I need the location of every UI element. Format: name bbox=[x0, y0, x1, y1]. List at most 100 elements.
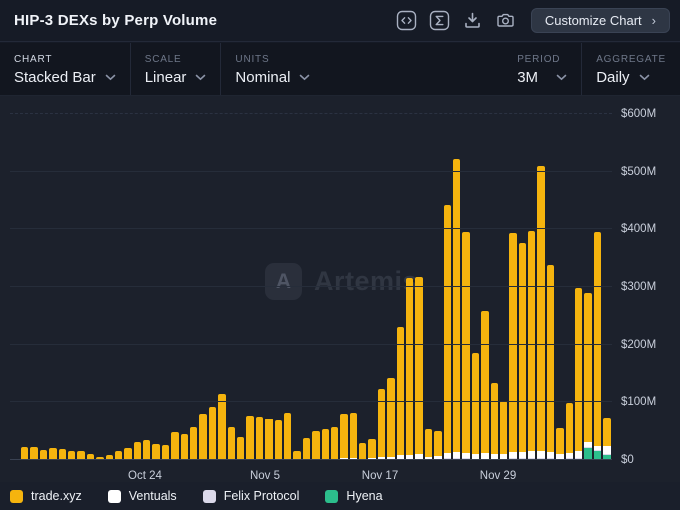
bar-oct-16[interactable] bbox=[67, 450, 76, 460]
bar-nov-21[interactable] bbox=[406, 278, 414, 460]
bar-dec-5[interactable] bbox=[537, 165, 545, 460]
bar-oct-17[interactable] bbox=[77, 451, 85, 460]
customize-chart-button[interactable]: Customize Chart › bbox=[530, 8, 670, 33]
legend-item-trade-xyz[interactable]: trade.xyz bbox=[10, 489, 82, 503]
bar-oct-15[interactable] bbox=[58, 449, 66, 460]
legend-label: Hyena bbox=[346, 489, 383, 503]
bar-oct-22[interactable] bbox=[124, 447, 132, 460]
bar-nov-8[interactable] bbox=[283, 412, 292, 460]
screenshot-button[interactable] bbox=[495, 10, 517, 32]
bar-oct-24[interactable] bbox=[143, 440, 151, 460]
bar-nov-23[interactable] bbox=[424, 428, 433, 460]
bar-segment-ventuals bbox=[387, 456, 395, 460]
bar-segment-ventuals bbox=[518, 451, 527, 459]
scale-label: SCALE bbox=[144, 54, 182, 65]
period-dropdown[interactable]: PERIOD 3M bbox=[503, 43, 581, 95]
chart-type-label: CHART bbox=[14, 54, 53, 65]
code-icon bbox=[396, 10, 417, 31]
bar-oct-13[interactable] bbox=[39, 450, 48, 460]
bar-nov-13[interactable] bbox=[330, 427, 339, 460]
bar-nov-16[interactable] bbox=[359, 442, 367, 460]
bar-oct-23[interactable] bbox=[133, 442, 142, 460]
period-label: PERIOD bbox=[517, 54, 561, 65]
bar-dec-2[interactable] bbox=[509, 232, 517, 460]
bar-nov-11[interactable] bbox=[312, 431, 320, 460]
bar-oct-14[interactable] bbox=[49, 448, 57, 460]
bar-oct-11[interactable] bbox=[21, 447, 29, 460]
legend-item-felix-protocol[interactable]: Felix Protocol bbox=[202, 489, 299, 503]
bar-segment-ventuals bbox=[556, 453, 564, 459]
bar-dec-9[interactable] bbox=[575, 287, 583, 460]
bar-oct-12[interactable] bbox=[30, 446, 38, 460]
bar-nov-28[interactable] bbox=[471, 352, 480, 460]
formula-button[interactable] bbox=[429, 10, 451, 32]
bar-segment-trade-xyz bbox=[312, 431, 320, 459]
bar-segment-trade-xyz bbox=[133, 442, 142, 460]
bar-segment-trade-xyz bbox=[143, 440, 151, 460]
bar-oct-26[interactable] bbox=[161, 445, 170, 460]
legend-item-hyena[interactable]: Hyena bbox=[325, 489, 383, 503]
bar-dec-8[interactable] bbox=[565, 402, 574, 460]
bar-oct-30[interactable] bbox=[199, 414, 207, 460]
bar-nov-25[interactable] bbox=[443, 205, 451, 460]
bar-dec-7[interactable] bbox=[556, 427, 564, 460]
bar-segment-trade-xyz bbox=[180, 434, 189, 460]
bar-segment-ventuals bbox=[537, 450, 545, 459]
bar-nov-29[interactable] bbox=[481, 310, 489, 460]
bar-nov-6[interactable] bbox=[265, 418, 273, 460]
controls-spacer bbox=[324, 43, 503, 95]
bar-nov-17[interactable] bbox=[368, 438, 376, 460]
bar-dec-10[interactable] bbox=[584, 293, 592, 460]
bar-segment-trade-xyz bbox=[302, 438, 311, 459]
bar-dec-11[interactable] bbox=[593, 232, 602, 460]
bar-oct-27[interactable] bbox=[171, 432, 179, 460]
bar-oct-21[interactable] bbox=[114, 450, 123, 460]
bar-oct-28[interactable] bbox=[180, 434, 189, 460]
bar-oct-19[interactable] bbox=[96, 457, 104, 460]
download-button[interactable] bbox=[462, 10, 484, 32]
plot-area bbox=[10, 113, 616, 460]
bar-segment-trade-xyz bbox=[321, 428, 329, 459]
y-tick-label: $0 bbox=[621, 454, 634, 466]
units-dropdown[interactable]: UNITS Nominal bbox=[221, 43, 324, 95]
bar-nov-26[interactable] bbox=[452, 159, 461, 460]
legend-label: Ventuals bbox=[128, 489, 177, 503]
bar-nov-14[interactable] bbox=[340, 414, 348, 460]
bar-oct-25[interactable] bbox=[152, 443, 160, 460]
bar-nov-20[interactable] bbox=[396, 327, 405, 460]
bar-nov-15[interactable] bbox=[349, 412, 358, 460]
bar-nov-24[interactable] bbox=[434, 430, 442, 460]
chart-type-dropdown[interactable]: CHART Stacked Bar bbox=[0, 43, 130, 95]
bar-nov-7[interactable] bbox=[274, 419, 282, 460]
bar-nov-27[interactable] bbox=[462, 231, 470, 460]
bar-oct-20[interactable] bbox=[105, 455, 113, 460]
bar-dec-6[interactable] bbox=[546, 265, 555, 460]
bar-dec-12[interactable] bbox=[603, 417, 611, 460]
bar-nov-12[interactable] bbox=[321, 428, 329, 460]
bar-nov-22[interactable] bbox=[415, 276, 423, 460]
bar-nov-1[interactable] bbox=[218, 394, 226, 460]
y-tick-label: $300M bbox=[621, 281, 657, 293]
bar-nov-19[interactable] bbox=[387, 377, 395, 460]
bar-oct-31[interactable] bbox=[208, 406, 217, 460]
bar-nov-10[interactable] bbox=[302, 438, 311, 460]
bar-nov-4[interactable] bbox=[246, 416, 254, 460]
embed-code-button[interactable] bbox=[396, 10, 418, 32]
bar-segment-ventuals bbox=[462, 452, 470, 459]
bar-nov-5[interactable] bbox=[255, 417, 264, 460]
bar-dec-1[interactable] bbox=[499, 401, 508, 460]
bar-nov-30[interactable] bbox=[490, 383, 498, 460]
bar-oct-18[interactable] bbox=[86, 454, 95, 460]
bar-oct-29[interactable] bbox=[190, 426, 198, 460]
chevron-down-icon bbox=[195, 68, 206, 86]
legend-item-ventuals[interactable]: Ventuals bbox=[107, 489, 177, 503]
bar-nov-3[interactable] bbox=[236, 436, 245, 460]
bar-dec-3[interactable] bbox=[518, 243, 527, 460]
bar-dec-4[interactable] bbox=[528, 230, 536, 460]
aggregate-dropdown[interactable]: AGGREGATE Daily bbox=[582, 43, 680, 95]
scale-dropdown[interactable]: SCALE Linear bbox=[131, 43, 221, 95]
bar-nov-2[interactable] bbox=[227, 426, 235, 460]
chevron-down-icon bbox=[299, 68, 310, 86]
bar-segment-trade-xyz bbox=[462, 231, 470, 453]
bar-nov-18[interactable] bbox=[377, 389, 386, 460]
